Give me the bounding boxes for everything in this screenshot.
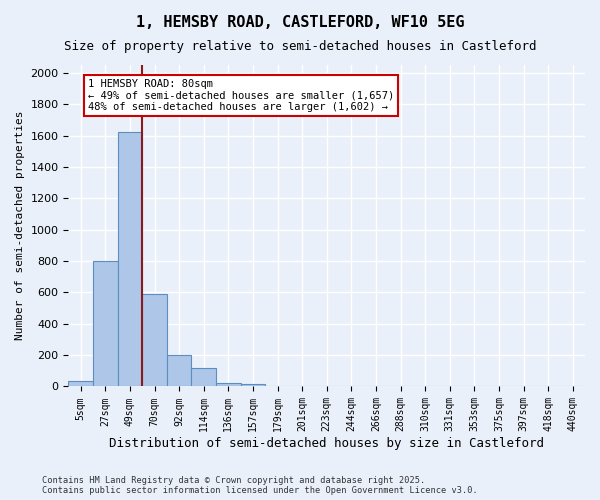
Bar	[118, 132, 142, 386]
Bar	[167, 355, 191, 386]
Y-axis label: Number of semi-detached properties: Number of semi-detached properties	[15, 111, 25, 340]
X-axis label: Distribution of semi-detached houses by size in Castleford: Distribution of semi-detached houses by …	[109, 437, 544, 450]
Bar	[216, 384, 241, 386]
Text: Contains HM Land Registry data © Crown copyright and database right 2025.
Contai: Contains HM Land Registry data © Crown c…	[42, 476, 478, 495]
Text: Size of property relative to semi-detached houses in Castleford: Size of property relative to semi-detach…	[64, 40, 536, 53]
Bar	[93, 261, 118, 386]
Bar	[68, 381, 93, 386]
Text: 1 HEMSBY ROAD: 80sqm
← 49% of semi-detached houses are smaller (1,657)
48% of se: 1 HEMSBY ROAD: 80sqm ← 49% of semi-detac…	[88, 79, 394, 112]
Bar	[142, 294, 167, 386]
Bar	[191, 368, 216, 386]
Text: 1, HEMSBY ROAD, CASTLEFORD, WF10 5EG: 1, HEMSBY ROAD, CASTLEFORD, WF10 5EG	[136, 15, 464, 30]
Bar	[241, 384, 265, 386]
